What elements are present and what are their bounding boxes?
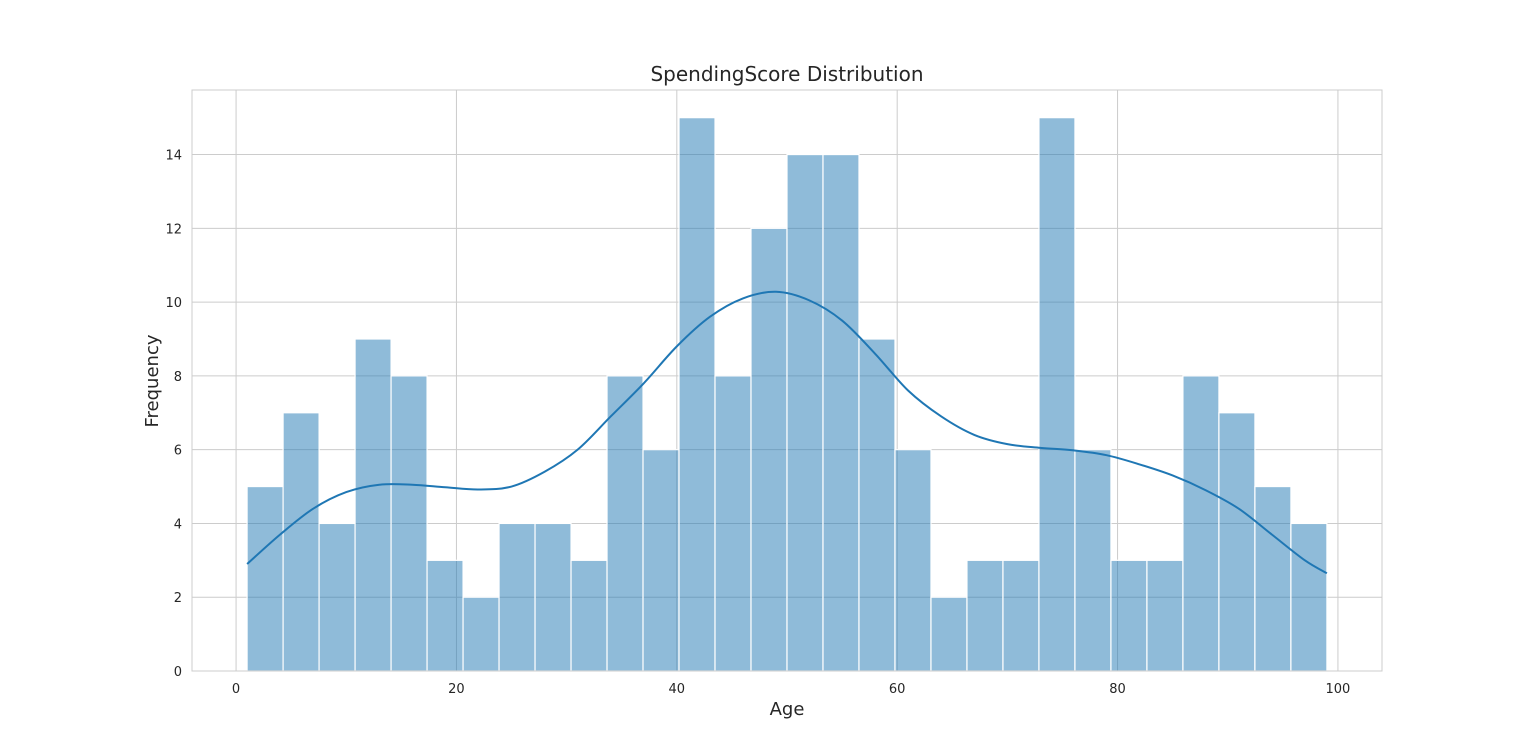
kde-curve <box>246 290 1328 575</box>
histogram-bar <box>462 596 500 672</box>
histogram-bar <box>246 485 284 672</box>
histogram-bar <box>1182 375 1220 672</box>
x-tick-labels: 0 20 40 60 80 100 <box>232 682 1350 697</box>
x-axis-label: Age <box>770 699 805 720</box>
histogram-bar <box>894 449 932 672</box>
histogram-bar <box>354 338 392 672</box>
histogram-bar <box>714 375 752 672</box>
y-tick-label: 8 <box>174 370 182 385</box>
histogram-bar <box>858 338 896 672</box>
y-tick-label: 6 <box>174 444 182 459</box>
y-tick-label: 14 <box>165 149 182 164</box>
x-tick-label: 40 <box>669 682 686 697</box>
histogram-bar <box>678 117 716 672</box>
histogram-bar <box>1290 522 1328 672</box>
histogram-bar <box>1218 412 1256 672</box>
histogram-bar <box>606 375 644 672</box>
histogram-bar <box>570 559 608 672</box>
y-axis-label: Frequency <box>142 334 163 427</box>
y-tick-label: 0 <box>174 665 182 680</box>
histogram-bar <box>966 559 1004 672</box>
histogram-bars <box>246 117 1328 672</box>
histogram-bar <box>642 449 680 672</box>
histogram-bar <box>786 153 824 672</box>
histogram-bar <box>930 596 968 672</box>
histogram-bar <box>534 522 572 672</box>
histogram-bar <box>1038 117 1076 672</box>
y-tick-label: 4 <box>174 517 182 532</box>
plot-area-frame <box>191 89 1383 672</box>
kde-curve-layer <box>246 290 1328 575</box>
histogram-bar <box>1074 449 1112 672</box>
chart-title: SpendingScore Distribution <box>650 62 923 86</box>
histogram-bar <box>822 153 860 672</box>
histogram-bar <box>498 522 536 672</box>
histogram-bar <box>750 227 788 672</box>
histogram-bar <box>1254 485 1292 672</box>
y-tick-labels: 0 2 4 6 8 10 12 14 <box>165 149 182 680</box>
histogram-bar <box>1146 559 1184 672</box>
histogram-bar <box>1002 559 1040 672</box>
x-tick-label: 80 <box>1109 682 1126 697</box>
x-tick-label: 0 <box>232 682 240 697</box>
y-tick-label: 12 <box>165 222 182 237</box>
histogram-bar <box>318 522 356 672</box>
histogram-bar <box>426 559 464 672</box>
histogram-bar <box>390 375 428 672</box>
y-tick-label: 10 <box>165 296 182 311</box>
x-tick-label: 20 <box>448 682 465 697</box>
x-tick-label: 60 <box>889 682 906 697</box>
histogram-bar <box>282 412 320 672</box>
x-tick-label: 100 <box>1326 682 1351 697</box>
y-tick-label: 2 <box>174 591 182 606</box>
histogram-bar <box>1110 559 1148 672</box>
